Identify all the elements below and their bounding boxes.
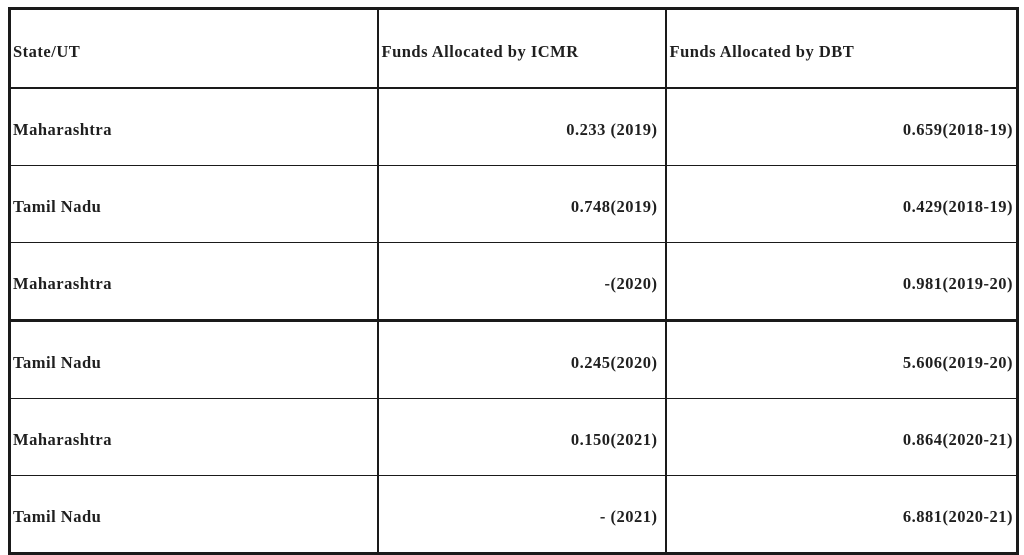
state-cell: Tamil Nadu bbox=[8, 165, 379, 243]
table-row: Tamil Nadu 0.748(2019) 0.429(2018-19) bbox=[8, 165, 1019, 243]
icmr-value-cell: 0.748(2019) bbox=[376, 165, 667, 243]
page: State/UT Funds Allocated by ICMR Funds A… bbox=[8, 7, 1019, 555]
table-row: Tamil Nadu - (2021) 6.881(2020-21) bbox=[8, 475, 1019, 554]
icmr-value-cell: 0.233 (2019) bbox=[376, 87, 667, 166]
icmr-value-cell: - (2021) bbox=[376, 475, 667, 554]
state-cell: Maharashtra bbox=[8, 398, 379, 476]
state-cell: Maharashtra bbox=[8, 242, 379, 322]
dbt-value-cell: 0.864(2020-21) bbox=[664, 398, 1019, 476]
dbt-value-cell: 5.606(2019-20) bbox=[664, 320, 1019, 399]
state-cell: Maharashtra bbox=[8, 87, 379, 166]
dbt-value-cell: 0.659(2018-19) bbox=[664, 87, 1019, 166]
dbt-value-cell: 0.429(2018-19) bbox=[664, 165, 1019, 243]
header-funds-icmr: Funds Allocated by ICMR bbox=[376, 8, 667, 89]
icmr-value-cell: 0.150(2021) bbox=[376, 398, 667, 476]
icmr-value-cell: 0.245(2020) bbox=[376, 320, 667, 399]
state-cell: Tamil Nadu bbox=[8, 475, 379, 554]
table-row: Maharashtra 0.233 (2019) 0.659(2018-19) bbox=[8, 87, 1019, 166]
funds-allocation-table: State/UT Funds Allocated by ICMR Funds A… bbox=[8, 7, 1019, 555]
table-row: Maharashtra 0.150(2021) 0.864(2020-21) bbox=[8, 398, 1019, 476]
header-state-ut: State/UT bbox=[8, 8, 379, 89]
icmr-value-cell: -(2020) bbox=[376, 242, 667, 322]
header-funds-dbt: Funds Allocated by DBT bbox=[664, 8, 1019, 89]
state-cell: Tamil Nadu bbox=[8, 320, 379, 399]
dbt-value-cell: 6.881(2020-21) bbox=[664, 475, 1019, 554]
table-body: Maharashtra 0.233 (2019) 0.659(2018-19) … bbox=[8, 87, 1019, 554]
header-row: State/UT Funds Allocated by ICMR Funds A… bbox=[8, 8, 1019, 89]
dbt-value-cell: 0.981(2019-20) bbox=[664, 242, 1019, 322]
table-row: Tamil Nadu 0.245(2020) 5.606(2019-20) bbox=[8, 320, 1019, 399]
table-row: Maharashtra -(2020) 0.981(2019-20) bbox=[8, 242, 1019, 322]
